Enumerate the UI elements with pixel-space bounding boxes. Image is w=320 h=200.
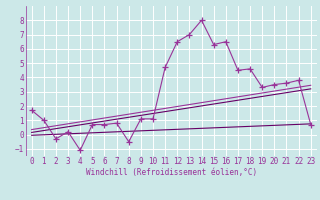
X-axis label: Windchill (Refroidissement éolien,°C): Windchill (Refroidissement éolien,°C)	[86, 168, 257, 177]
